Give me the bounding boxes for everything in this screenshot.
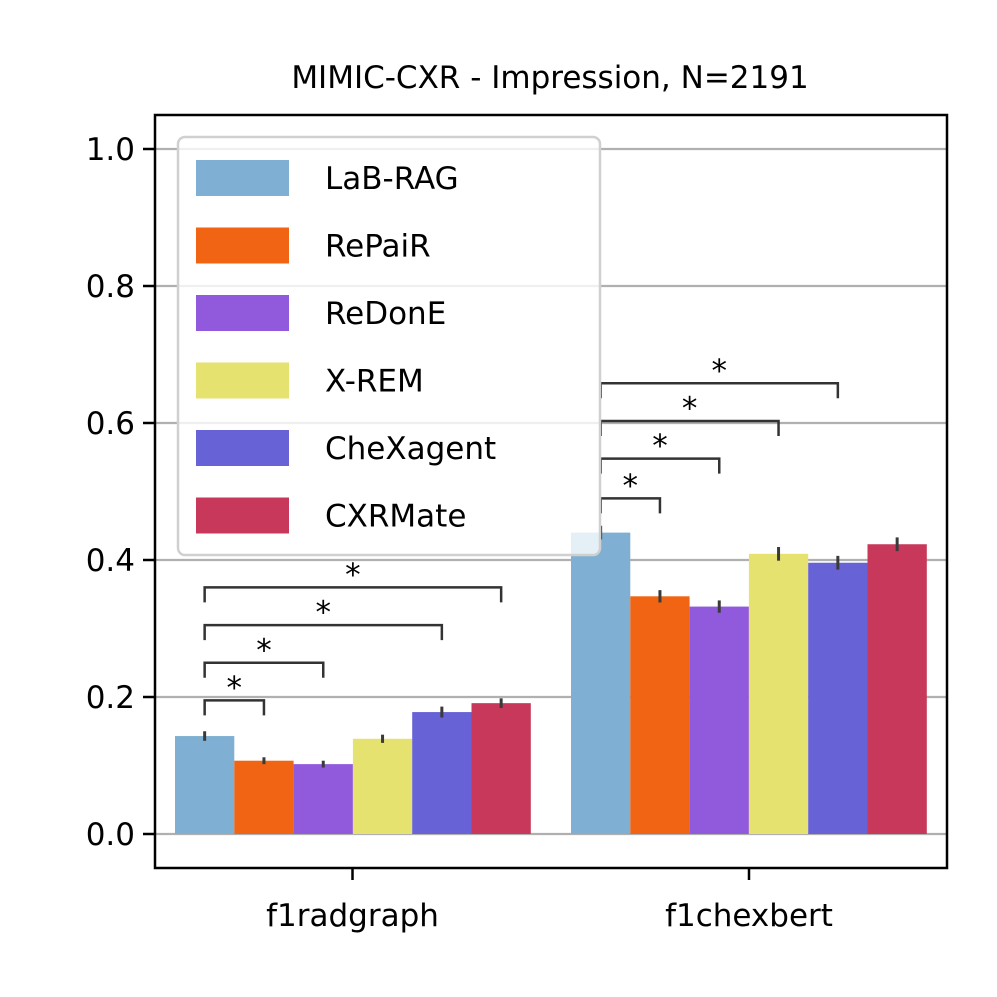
significance-star: * — [652, 429, 668, 465]
significance-star: * — [316, 595, 332, 631]
significance-bracket — [203, 586, 503, 603]
axes: 0.0 0.2 0.4 0.6 0.8 1.0 f1radgraph f1chexbert — [86, 132, 833, 934]
legend-swatch-repair — [196, 227, 289, 264]
significance-star: * — [712, 353, 728, 389]
bar-repair-f1chexbert — [630, 596, 690, 834]
legend: LaB-RAG RePaiR ReDonE X-REM CheXagent CXRMate — [176, 135, 602, 557]
legend-label: CXRMate — [325, 499, 466, 535]
legend-label: CheXagent — [325, 431, 496, 467]
bar-x-rem-f1chexbert — [748, 553, 809, 834]
legend-label: X-REM — [325, 364, 424, 400]
legend-swatch-lab-rag — [196, 160, 289, 196]
bar-repair-f1radgraph — [234, 760, 294, 834]
y-tick-label: 0.0 — [86, 817, 135, 853]
legend-label: LaB-RAG — [325, 161, 459, 197]
y-tick-label: 0.4 — [86, 543, 135, 579]
y-tick-label: 0.8 — [86, 269, 135, 305]
significance-star: * — [623, 468, 639, 504]
x-tick-label: f1radgraph — [266, 898, 439, 934]
bar-redone-f1radgraph — [293, 764, 353, 834]
bars — [175, 532, 927, 834]
legend-swatch-chexagent — [196, 430, 289, 466]
significance-bracket — [203, 661, 325, 678]
x-tick-label: f1chexbert — [665, 898, 833, 934]
significance-bracket — [203, 623, 444, 641]
significance-star: * — [682, 391, 698, 427]
legend-swatch-x-rem — [196, 362, 289, 399]
bar-redone-f1chexbert — [689, 606, 749, 834]
legend-label: ReDonE — [325, 296, 446, 332]
bar-lab-rag-f1radgraph — [175, 736, 235, 834]
plot-frame — [153, 113, 949, 870]
significance-bracket — [203, 699, 266, 716]
legend-box — [176, 135, 602, 557]
significance-star: * — [256, 633, 272, 669]
y-tick-label: 0.6 — [86, 406, 135, 442]
bar-chexagent-f1radgraph — [412, 712, 472, 834]
bar-cxrmate-f1chexbert — [867, 544, 927, 834]
legend-label: RePaiR — [325, 229, 431, 265]
bar-chexagent-f1chexbert — [808, 562, 868, 834]
y-tick-label: 0.2 — [86, 680, 135, 716]
chart-title: MIMIC-CXR - Impression, N=2191 — [291, 60, 808, 96]
bar-lab-rag-f1chexbert — [571, 532, 631, 834]
legend-swatch-redone — [196, 295, 289, 331]
significance-star: * — [227, 670, 243, 706]
legend-swatch-cxrmate — [196, 497, 289, 534]
error-bars — [203, 525, 899, 768]
bar-x-rem-f1radgraph — [352, 738, 413, 834]
y-tick-label: 1.0 — [86, 132, 135, 168]
significance-star: * — [345, 557, 361, 593]
bar-cxrmate-f1radgraph — [471, 703, 531, 834]
